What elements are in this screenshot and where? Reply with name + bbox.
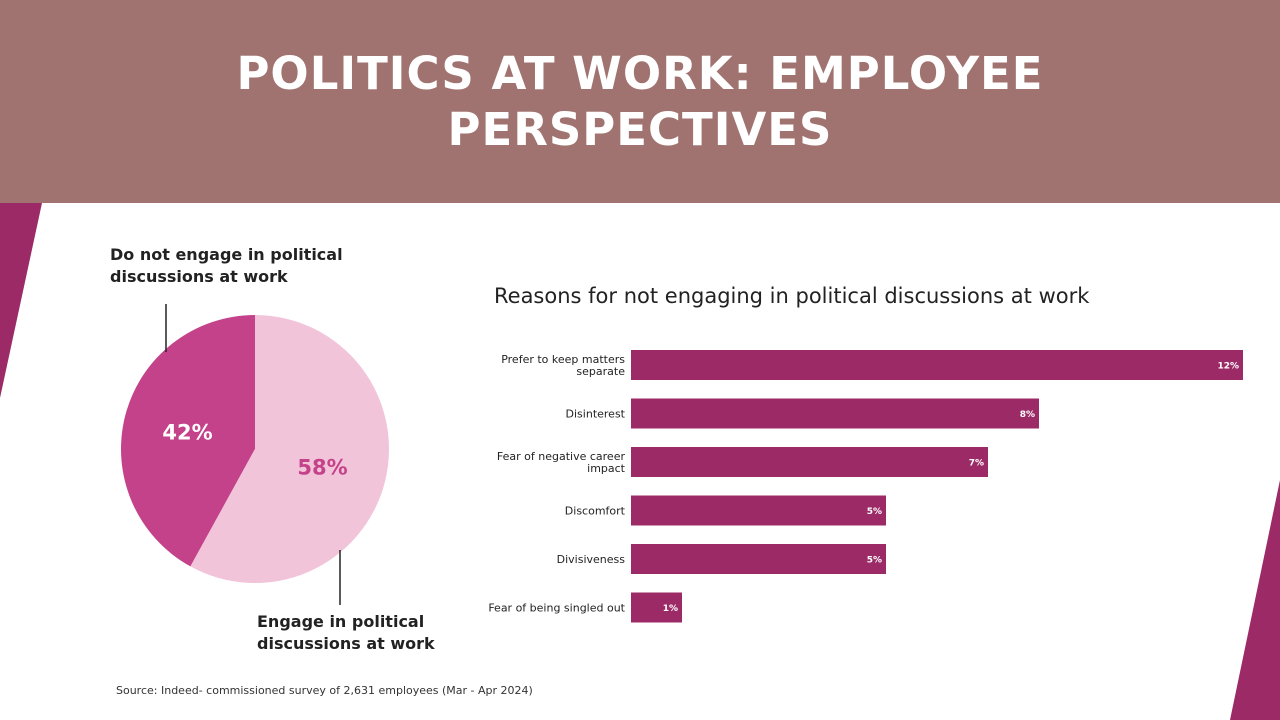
bar-value-label-0: 12%: [1217, 362, 1239, 372]
bar-category-label-1: Disinterest: [566, 408, 626, 421]
bar-0: [631, 350, 1243, 380]
reasons-bar-chart: 12% Prefer to keep matters separate 8% Disin…: [488, 350, 1243, 623]
pie-slice-1: [190, 315, 389, 583]
source-note: Source: Indeed- commissioned survey of 2…: [116, 684, 533, 697]
bar-2: [631, 447, 988, 477]
bar-value-label-1: 8%: [1020, 410, 1035, 420]
bar-value-label-2: 7%: [969, 459, 984, 469]
pie-label-not-engage: Do not engage in political discussions a…: [110, 245, 343, 286]
pie-value-label-1: 58%: [297, 455, 347, 479]
bar-category-label-2: Fear of negative career impact: [497, 450, 626, 475]
title-banner: POLITICS AT WORK: EMPLOYEE PERSPECTIVES: [0, 0, 1280, 203]
bar-category-label-5: Fear of being singled out: [488, 602, 625, 615]
pie-slice-0: [120, 315, 255, 567]
bar-value-label-3: 5%: [867, 507, 882, 517]
left-accent-stripe: [0, 203, 42, 398]
bar-4: [631, 544, 886, 574]
bar-category-label-4: Divisiveness: [557, 553, 626, 566]
bar-3: [631, 495, 886, 526]
bar-5: [631, 592, 682, 623]
bar-1: [631, 398, 1039, 429]
right-accent-stripe: [1230, 480, 1280, 720]
pie-label-engage: Engage in political discussions at work: [257, 612, 435, 653]
engagement-pie-chart: 42% 58%: [120, 304, 389, 605]
bar-category-label-3: Discomfort: [565, 505, 626, 518]
bar-category-label-0: Prefer to keep matters separate: [501, 353, 625, 378]
pie-value-label-0: 42%: [162, 421, 212, 445]
bar-chart-title: Reasons for not engaging in political di…: [494, 284, 1090, 308]
bar-value-label-5: 1%: [663, 604, 678, 614]
page-title: POLITICS AT WORK: EMPLOYEE PERSPECTIVES: [236, 46, 1044, 156]
bar-value-label-4: 5%: [867, 556, 882, 566]
